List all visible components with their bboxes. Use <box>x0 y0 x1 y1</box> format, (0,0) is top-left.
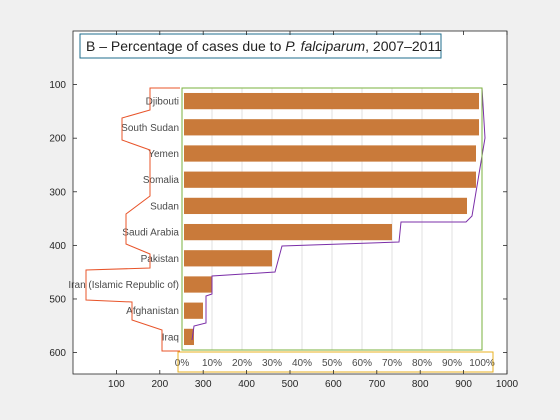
title-prefix: B – Percentage of cases due to <box>86 38 285 54</box>
category-outline <box>85 87 180 352</box>
x-tick-label: 1000 <box>496 379 519 390</box>
category-label: Somalia <box>143 175 180 186</box>
x-tick-label: 700 <box>368 379 385 390</box>
category-labels: Djibouti South Sudan Yemen Somalia Sudan Saud… <box>68 97 179 344</box>
percent-tick-label: 40% <box>292 358 312 369</box>
y-tick-label: 100 <box>49 80 66 91</box>
bar <box>184 223 392 241</box>
bar <box>184 145 476 162</box>
percent-tick-label: 10% <box>202 358 222 369</box>
bar <box>184 328 194 346</box>
x-tick-label: 400 <box>238 379 255 390</box>
category-label: Afghanistan <box>126 306 179 317</box>
percent-tick-label: 60% <box>352 358 372 369</box>
bar <box>184 197 467 215</box>
x-tick-label: 600 <box>325 379 342 390</box>
outer-axis-ticks: 100 200 300 400 500 600 700 800 900 1000 100 200 300… <box>49 31 519 390</box>
x-tick-label: 100 <box>108 379 125 390</box>
percent-tick-label: 80% <box>412 358 432 369</box>
plot-area-box <box>181 87 483 351</box>
category-label: Iran (Islamic Republic of) <box>68 280 179 291</box>
title-box <box>79 33 442 59</box>
bar <box>184 119 479 136</box>
bar <box>184 250 272 267</box>
x-tick-label: 500 <box>282 379 299 390</box>
y-tick-label: 400 <box>49 241 66 252</box>
percent-axis-labels: 0% 10% 20% 30% 40% 50% 60% 70% 80% 90% 100% <box>175 358 495 369</box>
x-tick-label: 300 <box>195 379 212 390</box>
bar <box>184 276 212 293</box>
chart-title: B – Percentage of cases due to P. falcip… <box>86 38 442 54</box>
percent-tick-label: 50% <box>322 358 342 369</box>
y-tick-label: 500 <box>49 294 66 305</box>
y-tick-label: 200 <box>49 134 66 145</box>
bar <box>184 302 203 319</box>
bar <box>184 171 476 188</box>
title-italic: P. falciparum <box>285 38 365 54</box>
category-label: Yemen <box>148 149 179 160</box>
x-tick-label: 900 <box>455 379 472 390</box>
bar-ends-outline <box>191 87 486 341</box>
category-label: Sudan <box>150 201 179 212</box>
title-suffix: , 2007–2011 <box>365 38 442 54</box>
x-tick-label: 200 <box>151 379 168 390</box>
category-label: Iraq <box>162 332 179 343</box>
category-label: Djibouti <box>146 97 179 108</box>
y-tick-label: 300 <box>49 187 66 198</box>
x-tick-label: 800 <box>412 379 429 390</box>
bars <box>184 92 479 346</box>
percent-tick-label: 70% <box>382 358 402 369</box>
category-label: Pakistan <box>141 254 179 265</box>
percent-tick-label: 100% <box>469 358 495 369</box>
percent-tick-label: 30% <box>262 358 282 369</box>
percent-tick-label: 0% <box>175 358 190 369</box>
bar <box>184 92 479 110</box>
percent-tick-label: 20% <box>232 358 252 369</box>
percent-tick-label: 90% <box>442 358 462 369</box>
percent-axis-box <box>177 351 494 373</box>
y-tick-label: 600 <box>49 348 66 359</box>
category-label: South Sudan <box>121 123 179 134</box>
category-label: Saudi Arabia <box>122 228 179 239</box>
